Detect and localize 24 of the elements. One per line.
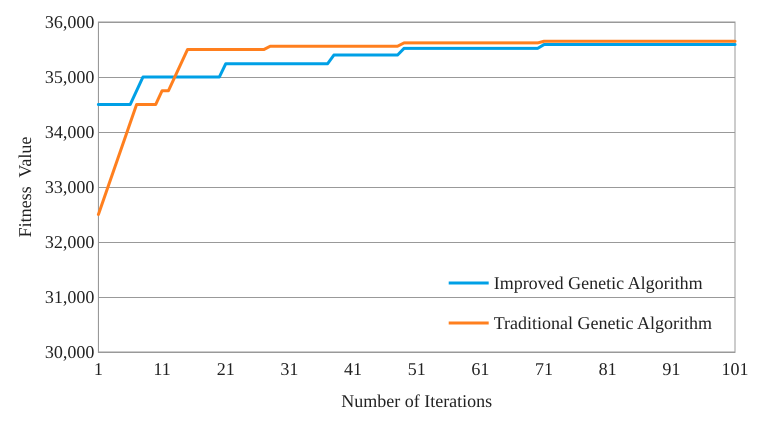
x-tick-label: 61 (471, 359, 490, 379)
line-series (96, 40, 736, 216)
x-tick-label: 41 (344, 359, 362, 379)
legend-label: Traditional Genetic Algorithm (494, 313, 712, 333)
x-tick-label: 11 (153, 359, 171, 379)
y-tick-label: 31,000 (44, 287, 94, 307)
x-tick-label: 1 (94, 359, 103, 379)
y-tick-label: 34,000 (44, 122, 94, 142)
y-tick-label: 30,000 (44, 342, 94, 362)
y-tick-label: 32,000 (44, 232, 94, 252)
x-tick-label: 31 (280, 359, 298, 379)
y-tick-label: 35,000 (44, 67, 94, 87)
line-series (96, 43, 736, 106)
x-axis-title: Number of Iterations (341, 391, 492, 411)
x-tick-label: 21 (216, 359, 235, 379)
x-tick-label: 91 (662, 359, 680, 379)
x-tick-label: 101 (722, 359, 748, 379)
y-tick-label: 33,000 (44, 177, 94, 197)
x-tick-label: 71 (535, 359, 554, 379)
legend-label: Improved Genetic Algorithm (494, 273, 703, 293)
y-axis-title: Fitness Value (15, 136, 35, 238)
x-tick-label: 81 (598, 359, 617, 379)
y-tick-label: 36,000 (44, 12, 94, 32)
x-tick-label: 51 (408, 359, 426, 379)
